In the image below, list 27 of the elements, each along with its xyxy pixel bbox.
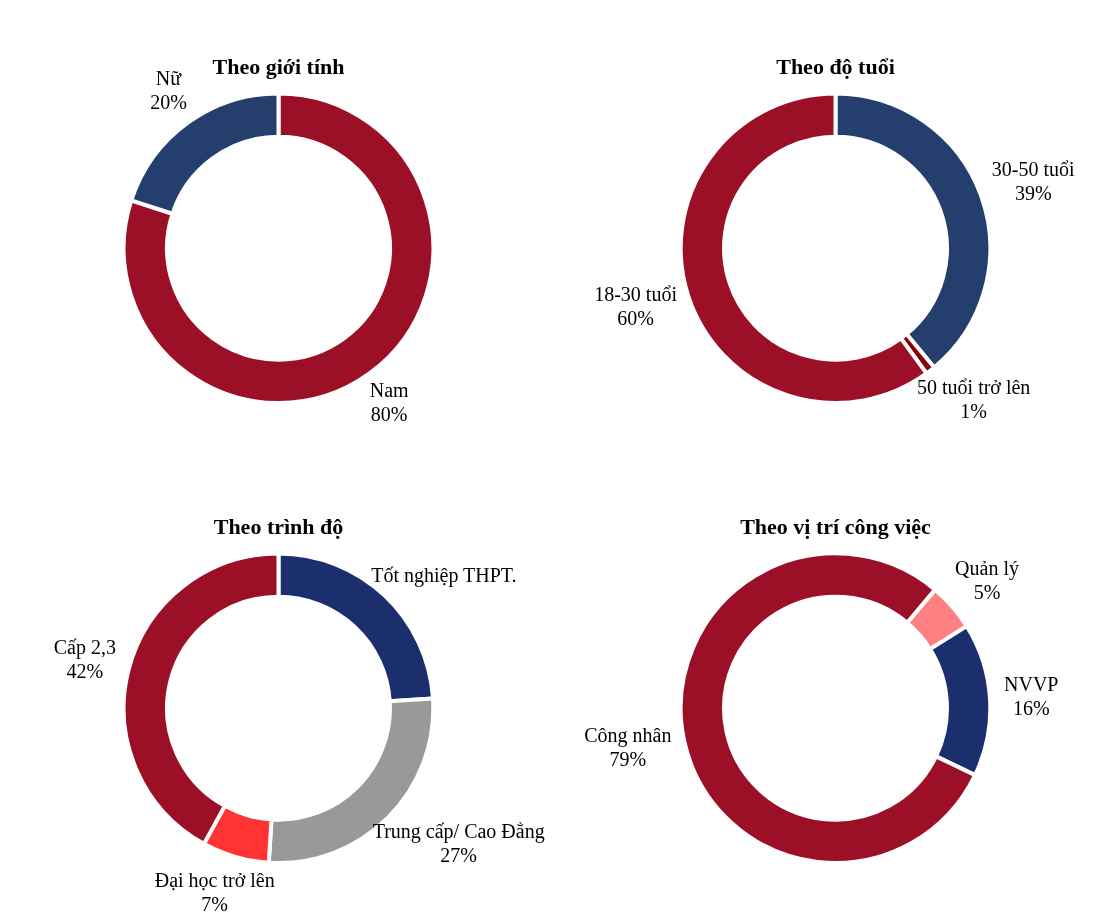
data-label: 60% [617,307,654,330]
data-label: 39% [1014,182,1052,205]
chart-title: Theo giới tính [212,53,345,79]
data-label: 42% [66,659,104,682]
chart-title: Theo trình độ [213,513,344,539]
slice-label: Cấp 2,3 [53,635,116,659]
slice-label: Nữ [155,67,183,90]
chart-title: Theo độ tuổi [776,53,895,79]
slice-label: Công nhân [584,724,672,748]
slice-label: Nam [369,379,410,402]
chart-title: Theo vị trí công việc [740,513,932,539]
slice-label: NVVP [1003,672,1059,695]
slice-label: Quản lý [955,556,1019,580]
data-label: 20% [150,91,187,114]
slice-label: 18-30 tuổi [594,283,678,306]
data-label: 80% [370,403,408,426]
slice-label: 50 tuổi trở lên [917,375,1031,398]
data-label: 16% [1012,696,1050,719]
data-label: 1% [960,399,988,422]
data-label: 5% [973,580,1001,603]
data-label: 79% [609,748,647,771]
data-label: 27% [440,843,478,866]
slice-label: Tốt nghiệp THPT. [371,563,517,587]
slice-label: 30-50 tuổi [991,158,1076,181]
data-label: 7% [201,892,229,915]
slice-label: Đại học trở lên [154,868,275,891]
slice-label: Trung cấp/ Cao Đẳng [372,819,545,843]
